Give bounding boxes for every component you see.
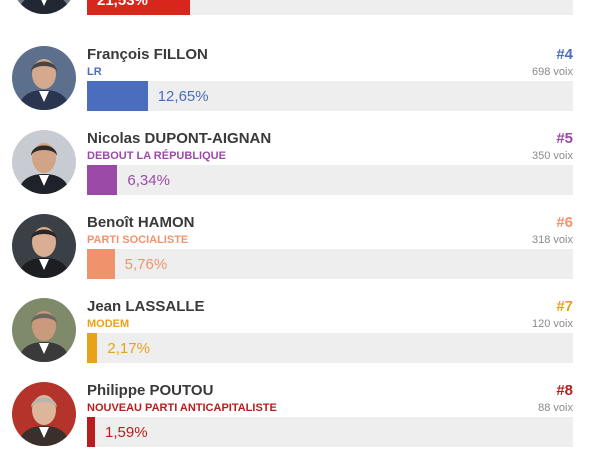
result-bar: 5,76% — [87, 249, 573, 279]
candidate-name: François FILLON — [87, 46, 208, 63]
result-percent: 6,34% — [127, 172, 170, 189]
candidate-party: LR — [87, 66, 102, 78]
candidate-photo — [12, 46, 76, 110]
candidate-photo — [12, 214, 76, 278]
candidate-votes: 120 voix — [532, 318, 573, 330]
candidate-photo — [12, 0, 76, 14]
result-percent: 1,59% — [105, 424, 148, 441]
candidate-row: 21,53% — [0, 0, 591, 34]
result-percent: 12,65% — [157, 88, 209, 105]
result-bar-fill — [87, 165, 118, 195]
candidate-row: Jean LASSALLE MODEM #7 120 voix 2,17% — [0, 298, 591, 382]
candidate-votes: 698 voix — [532, 66, 573, 78]
result-bar-fill — [87, 333, 98, 363]
result-percent: 5,76% — [124, 256, 168, 273]
candidate-votes: 88 voix — [538, 402, 573, 414]
result-bar: 21,53% — [87, 0, 573, 15]
result-bar-fill — [87, 249, 115, 279]
candidate-photo — [12, 130, 76, 194]
candidate-rank: #5 — [556, 130, 573, 147]
candidate-row: François FILLON LR #4 698 voix 12,65% — [0, 46, 591, 130]
result-bar: 12,65% — [87, 81, 573, 111]
result-bar: 6,34% — [87, 165, 573, 195]
candidate-party: MODEM — [87, 318, 130, 330]
result-percent: 21,53% — [97, 0, 148, 9]
result-percent: 2,17% — [107, 340, 150, 357]
candidate-votes: 318 voix — [532, 234, 573, 246]
result-bar-fill — [87, 417, 95, 447]
candidate-row: Benoît HAMON PARTI SOCIALISTE #6 318 voix 5,… — [0, 214, 591, 298]
candidate-rank: #4 — [556, 46, 573, 63]
candidate-photo — [12, 382, 76, 446]
candidate-votes: 350 voix — [532, 150, 573, 162]
result-bar: 2,17% — [87, 333, 573, 363]
candidate-party: DEBOUT LA RÉPUBLIQUE — [87, 150, 226, 162]
candidate-name: Jean LASSALLE — [87, 298, 205, 315]
result-bar: 1,59% — [87, 417, 573, 447]
candidate-name: Nicolas DUPONT-AIGNAN — [87, 130, 272, 147]
result-bar-fill — [87, 0, 191, 15]
candidate-rank: #6 — [556, 214, 573, 231]
result-bar-fill — [87, 81, 148, 111]
candidate-name: Philippe POUTOU — [87, 382, 214, 399]
candidate-rank: #8 — [556, 382, 573, 399]
candidate-name: Benoît HAMON — [87, 214, 195, 231]
candidate-photo — [12, 298, 76, 362]
candidate-row: Nicolas DUPONT-AIGNAN DEBOUT LA RÉPUBLIQU… — [0, 130, 591, 214]
candidate-party: PARTI SOCIALISTE — [87, 234, 189, 246]
candidate-rank: #7 — [556, 298, 573, 315]
candidate-row: Philippe POUTOU NOUVEAU PARTI ANTICAPITAL… — [0, 382, 591, 466]
candidate-party: NOUVEAU PARTI ANTICAPITALISTE — [87, 402, 277, 414]
